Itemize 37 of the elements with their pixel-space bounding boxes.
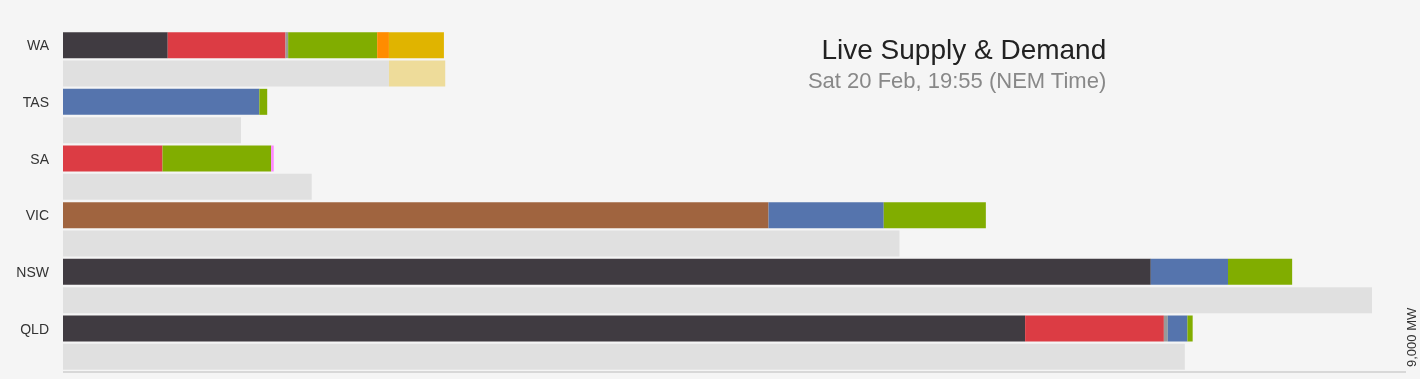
bar (63, 32, 168, 59)
chart-title: Live Supply & Demand (821, 33, 1107, 65)
y-tick-label: VIC (25, 207, 49, 224)
text: Sat 20 Feb, 19:55 (NEM Time) (807, 67, 1107, 93)
bar (63, 315, 1026, 342)
bar (1228, 258, 1293, 285)
bar (271, 145, 274, 172)
bar (388, 60, 446, 87)
bar (883, 202, 986, 229)
bar (1167, 315, 1188, 342)
bar (63, 287, 1372, 314)
text: 9,000 MW (1404, 307, 1419, 367)
bar (388, 32, 444, 59)
bar (377, 32, 389, 59)
y-tick-label: SA (30, 150, 50, 167)
bar (1150, 258, 1229, 285)
bar (63, 258, 1151, 285)
bar (63, 145, 163, 172)
bar (63, 88, 260, 115)
y-tick-label: NSW (16, 263, 50, 280)
bar (1187, 315, 1193, 342)
bar (259, 88, 268, 115)
bar (1163, 315, 1168, 342)
bar (768, 202, 884, 229)
bar (63, 117, 242, 144)
bar (63, 202, 769, 229)
bar (63, 173, 312, 200)
y-tick-label: TAS (22, 93, 49, 110)
bar (162, 145, 272, 172)
bar (63, 60, 389, 87)
bar (63, 343, 1185, 370)
bar (167, 32, 286, 59)
y-tick-label: WA (26, 37, 50, 54)
bar (63, 230, 900, 257)
bar (288, 32, 378, 59)
y-tick-label: QLD (20, 320, 49, 337)
bar (1025, 315, 1164, 342)
